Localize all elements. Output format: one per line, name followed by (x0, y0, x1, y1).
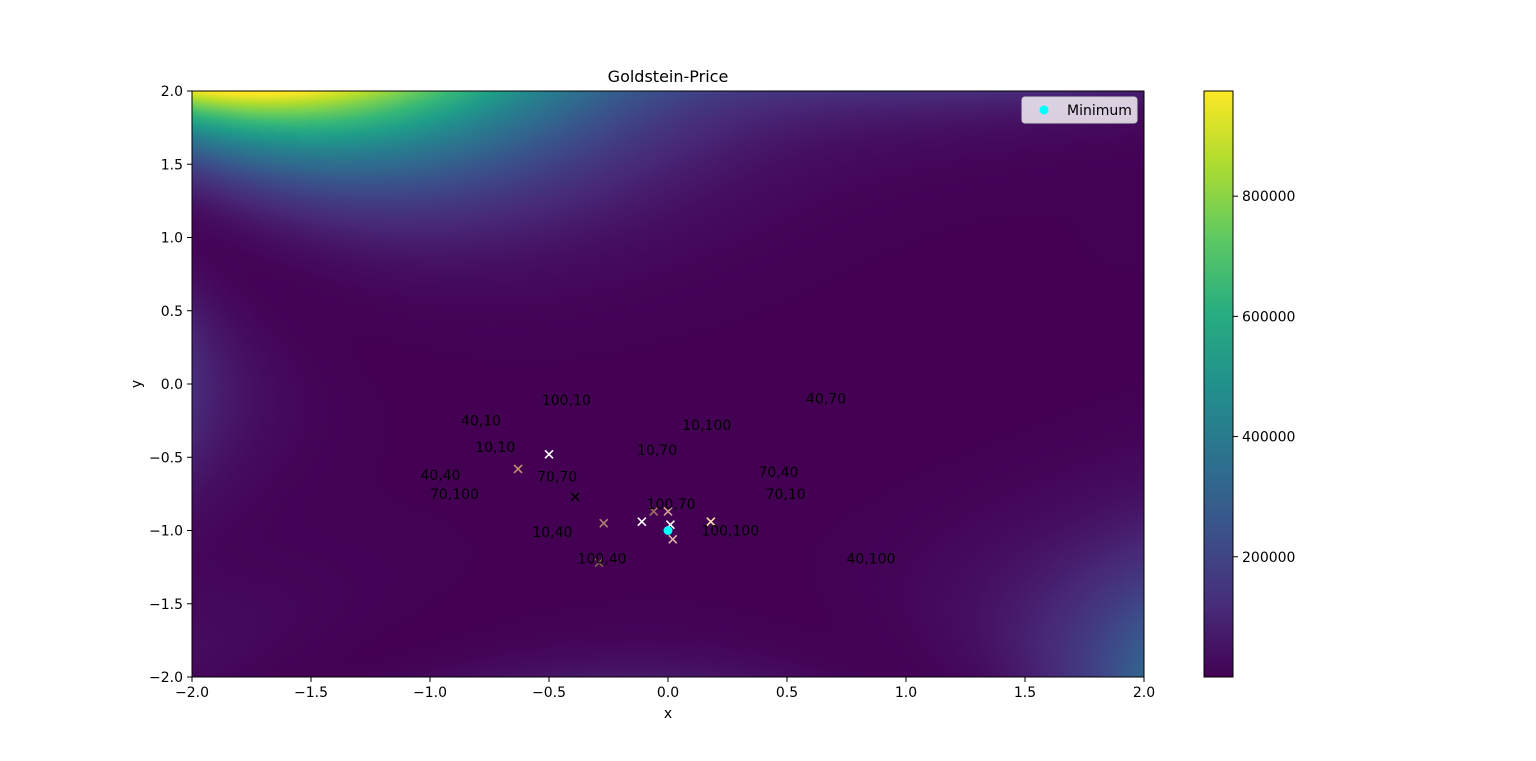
chart-title: Goldstein-Price (608, 67, 729, 86)
x-tick-label: −0.5 (532, 685, 566, 701)
point-annotation: 70,100 (430, 487, 479, 503)
colorbar: 200000 400000 600000 800000 (1203, 90, 1295, 678)
marker-point (599, 518, 609, 528)
colorbar-ticks: 200000 400000 600000 800000 (1233, 189, 1295, 566)
y-tick-label: −1.0 (149, 524, 183, 540)
x-tick-label: −1.0 (413, 685, 447, 701)
x-axis-ticks: −2.0 −1.5 −1.0 −0.5 0.0 0.5 1.0 1.5 2.0 (175, 677, 1155, 701)
x-tick-label: 1.5 (1014, 685, 1036, 701)
point-annotation: 100,70 (647, 497, 696, 513)
point-annotation: 10,70 (637, 443, 677, 459)
legend: Minimum (1021, 96, 1138, 124)
point-annotation: 40,100 (847, 551, 896, 567)
point-annotation: 10,10 (475, 440, 515, 456)
x-tick-label: −2.0 (175, 685, 209, 701)
marker-point (594, 558, 604, 568)
plot-area: 100,10 40,70 40,10 10,100 10,10 10,70 40,40 70,… (191, 90, 1145, 678)
y-tick-label: 0.0 (161, 377, 183, 393)
y-tick-label: 0.5 (161, 304, 183, 320)
point-annotation: 40,10 (461, 414, 501, 430)
colorbar-tick-label: 200000 (1242, 550, 1295, 566)
marker-point (637, 517, 647, 527)
point-annotation: 40,70 (806, 392, 846, 408)
colorbar-gradient (1203, 90, 1234, 678)
point-annotation: 40,40 (420, 468, 460, 484)
point-annotation: 100,100 (701, 524, 759, 540)
y-tick-label: 2.0 (161, 84, 183, 100)
y-tick-label: 1.5 (161, 157, 183, 173)
y-tick-label: 1.0 (161, 231, 183, 247)
marker-point (649, 506, 659, 517)
x-axis-label: x (664, 706, 672, 722)
annotations-layer: 100,10 40,70 40,10 10,100 10,10 10,70 40,40 70,… (420, 392, 895, 568)
point-annotation: 70,70 (537, 469, 577, 485)
colorbar-tick-label: 600000 (1242, 309, 1295, 325)
heatmap-surface (192, 91, 1144, 677)
x-tick-label: 2.0 (1133, 685, 1155, 701)
point-annotation: 70,40 (758, 465, 798, 481)
point-annotation: 100,10 (542, 393, 591, 409)
x-tick-label: −1.5 (294, 685, 328, 701)
colorbar-tick-label: 800000 (1242, 189, 1295, 205)
x-tick-label: 0.0 (657, 685, 679, 701)
point-annotation: 100,40 (578, 551, 627, 567)
marker-point (668, 534, 678, 544)
y-tick-label: −1.5 (149, 597, 183, 613)
marker-point (513, 464, 523, 474)
y-tick-label: −2.0 (149, 670, 183, 686)
y-axis-ticks: −2.0 −1.5 −1.0 −0.5 0.0 0.5 1.0 1.5 2.0 (149, 84, 192, 686)
marker-point (570, 492, 580, 502)
marker-point (544, 449, 554, 459)
y-axis-label: y (129, 380, 145, 388)
point-annotation: 10,40 (532, 525, 572, 541)
x-tick-label: 1.0 (895, 685, 917, 701)
y-tick-label: −0.5 (149, 450, 183, 466)
marker-point (706, 517, 716, 527)
x-tick-label: 0.5 (776, 685, 798, 701)
markers-layer (513, 449, 716, 568)
legend-minimum-swatch (1039, 105, 1049, 115)
point-annotation: 10,100 (682, 418, 731, 434)
point-annotation: 70,10 (766, 487, 806, 503)
legend-box (1021, 96, 1138, 124)
colorbar-tick-label: 400000 (1242, 430, 1295, 446)
legend-minimum-label: Minimum (1067, 103, 1132, 119)
minimum-point (663, 526, 673, 535)
marker-point (663, 506, 673, 517)
